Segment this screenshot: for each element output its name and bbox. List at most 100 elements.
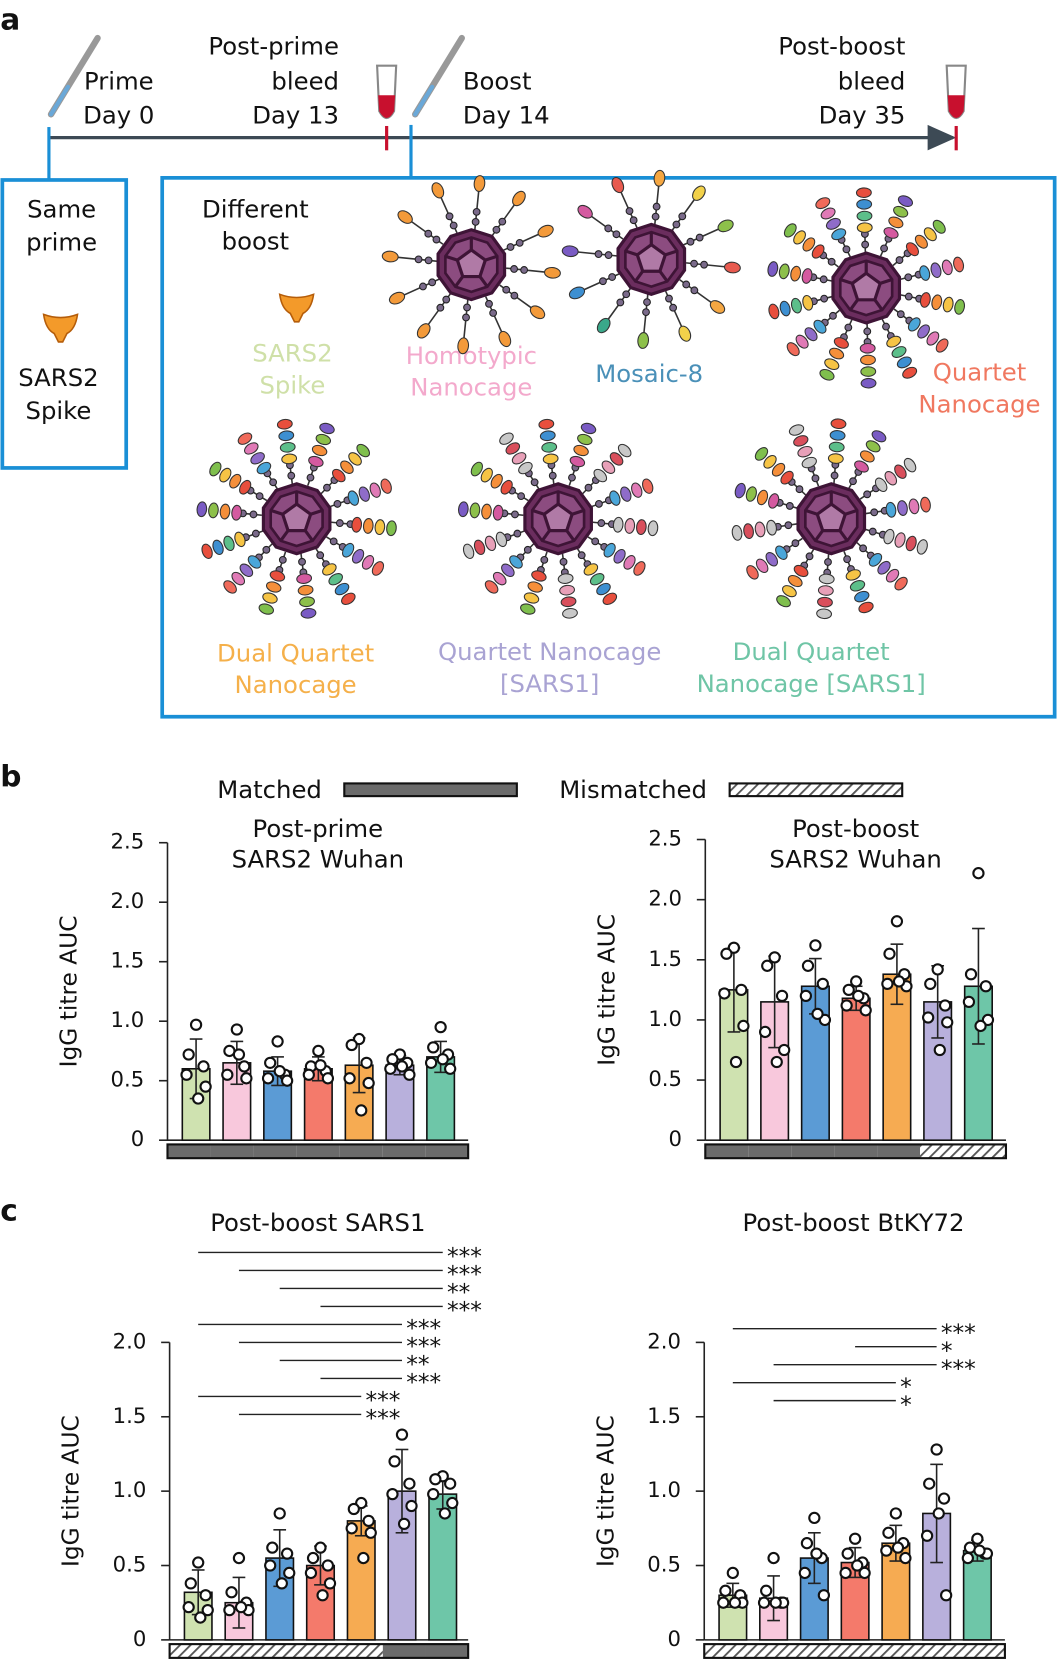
nanocage — [196, 418, 397, 619]
y-tick-label: 0.5 — [113, 1552, 147, 1577]
cage-face — [815, 502, 848, 533]
cage-face — [850, 271, 883, 302]
data-point — [395, 1428, 409, 1441]
antigen-blob — [541, 441, 558, 453]
match-strip — [920, 1144, 964, 1159]
data-point — [225, 1586, 238, 1599]
antigen-blob — [529, 305, 546, 320]
timeline-label: Post-prime — [208, 32, 339, 61]
data-point — [920, 1529, 934, 1542]
antigen-blob — [473, 175, 486, 193]
data-point — [232, 1551, 246, 1565]
antigen-blob — [932, 219, 946, 234]
antigen-blob — [824, 358, 840, 371]
linker — [559, 557, 568, 566]
antigen-blob — [523, 592, 540, 604]
linker — [863, 490, 872, 499]
timeline-label: Post-boost — [778, 32, 905, 61]
chart-title: Post-prime — [253, 814, 384, 843]
antigen-blob — [916, 539, 928, 555]
antigen-blob — [854, 590, 870, 603]
linker — [642, 308, 650, 317]
antigen-blob — [562, 607, 578, 619]
data-point — [757, 1596, 771, 1609]
antigen-blob — [381, 250, 399, 263]
antigen-blob — [262, 592, 278, 604]
antigen-blob — [731, 524, 743, 541]
linker — [329, 537, 338, 546]
data-point — [434, 1021, 447, 1034]
antigen-blob — [816, 608, 833, 620]
cage-edge — [279, 529, 290, 542]
antigen-blob — [362, 518, 374, 534]
y-tick-label: 2.5 — [111, 829, 145, 854]
antigen-blob — [278, 430, 295, 442]
antigen-blob — [804, 327, 818, 342]
antigen-blob — [793, 564, 809, 578]
antigen-blob — [462, 543, 475, 559]
antigen-blob — [920, 496, 931, 513]
antigen-blob — [250, 452, 265, 465]
antigen-blob — [768, 303, 780, 320]
antigen-blob — [315, 433, 332, 446]
antigen-blob — [778, 263, 790, 280]
cage-edge — [844, 508, 858, 516]
significance-label: *** — [365, 1405, 400, 1432]
spike-icon — [42, 313, 79, 343]
antigen-blob — [787, 574, 803, 588]
antigen-blob — [539, 430, 556, 442]
linker — [287, 471, 296, 480]
match-strip — [254, 1644, 298, 1658]
antigen-blob — [860, 366, 877, 377]
data-point — [972, 867, 985, 880]
cage-edge — [478, 275, 489, 288]
linker — [843, 555, 852, 564]
match-strip — [705, 1144, 749, 1159]
significance-label: *** — [406, 1333, 441, 1360]
box-heading: Different — [202, 195, 309, 224]
antigen-blob — [296, 573, 313, 584]
antigen-blob — [237, 432, 253, 445]
linker — [904, 292, 913, 301]
matched-swatch — [343, 782, 518, 798]
data-point — [283, 1566, 296, 1580]
antigen-blob — [520, 603, 536, 615]
cage-edge — [624, 249, 638, 257]
antigen-blob — [319, 422, 335, 435]
linker — [604, 251, 613, 260]
antigen-blob — [573, 444, 589, 457]
antigen-blob — [763, 454, 777, 469]
linker — [622, 290, 631, 299]
antigen-blob — [633, 561, 646, 576]
antigen-blob — [801, 268, 813, 284]
data-point — [735, 983, 748, 997]
data-point — [264, 1056, 277, 1069]
panel-label: b — [0, 759, 21, 794]
antigen-blob — [884, 471, 898, 486]
antigen-blob — [495, 531, 508, 548]
match-strip — [382, 1144, 426, 1159]
antigen-blob — [223, 535, 235, 552]
antigen-blob — [767, 261, 779, 277]
linker — [251, 529, 260, 538]
cage-edge — [634, 270, 644, 283]
antigen-blob — [830, 418, 847, 430]
y-tick-label: 1.0 — [113, 1477, 147, 1502]
significance-label: ** — [406, 1351, 429, 1378]
linker — [604, 224, 613, 233]
antigen-blob — [858, 601, 874, 614]
linker — [608, 273, 617, 281]
data-point — [316, 1589, 329, 1602]
antigen-blob — [334, 582, 350, 596]
data-point — [889, 1507, 903, 1520]
data-point — [717, 1596, 730, 1609]
data-point — [280, 1547, 294, 1560]
data-point — [261, 1072, 275, 1085]
antigen-blob — [623, 555, 636, 570]
antigen-blob — [903, 457, 917, 473]
antigen-blob — [766, 519, 777, 536]
antigen-blob — [860, 354, 876, 366]
data-point — [182, 1601, 195, 1614]
antigen-blob — [511, 452, 527, 465]
antigen-label: Spike — [26, 396, 92, 425]
